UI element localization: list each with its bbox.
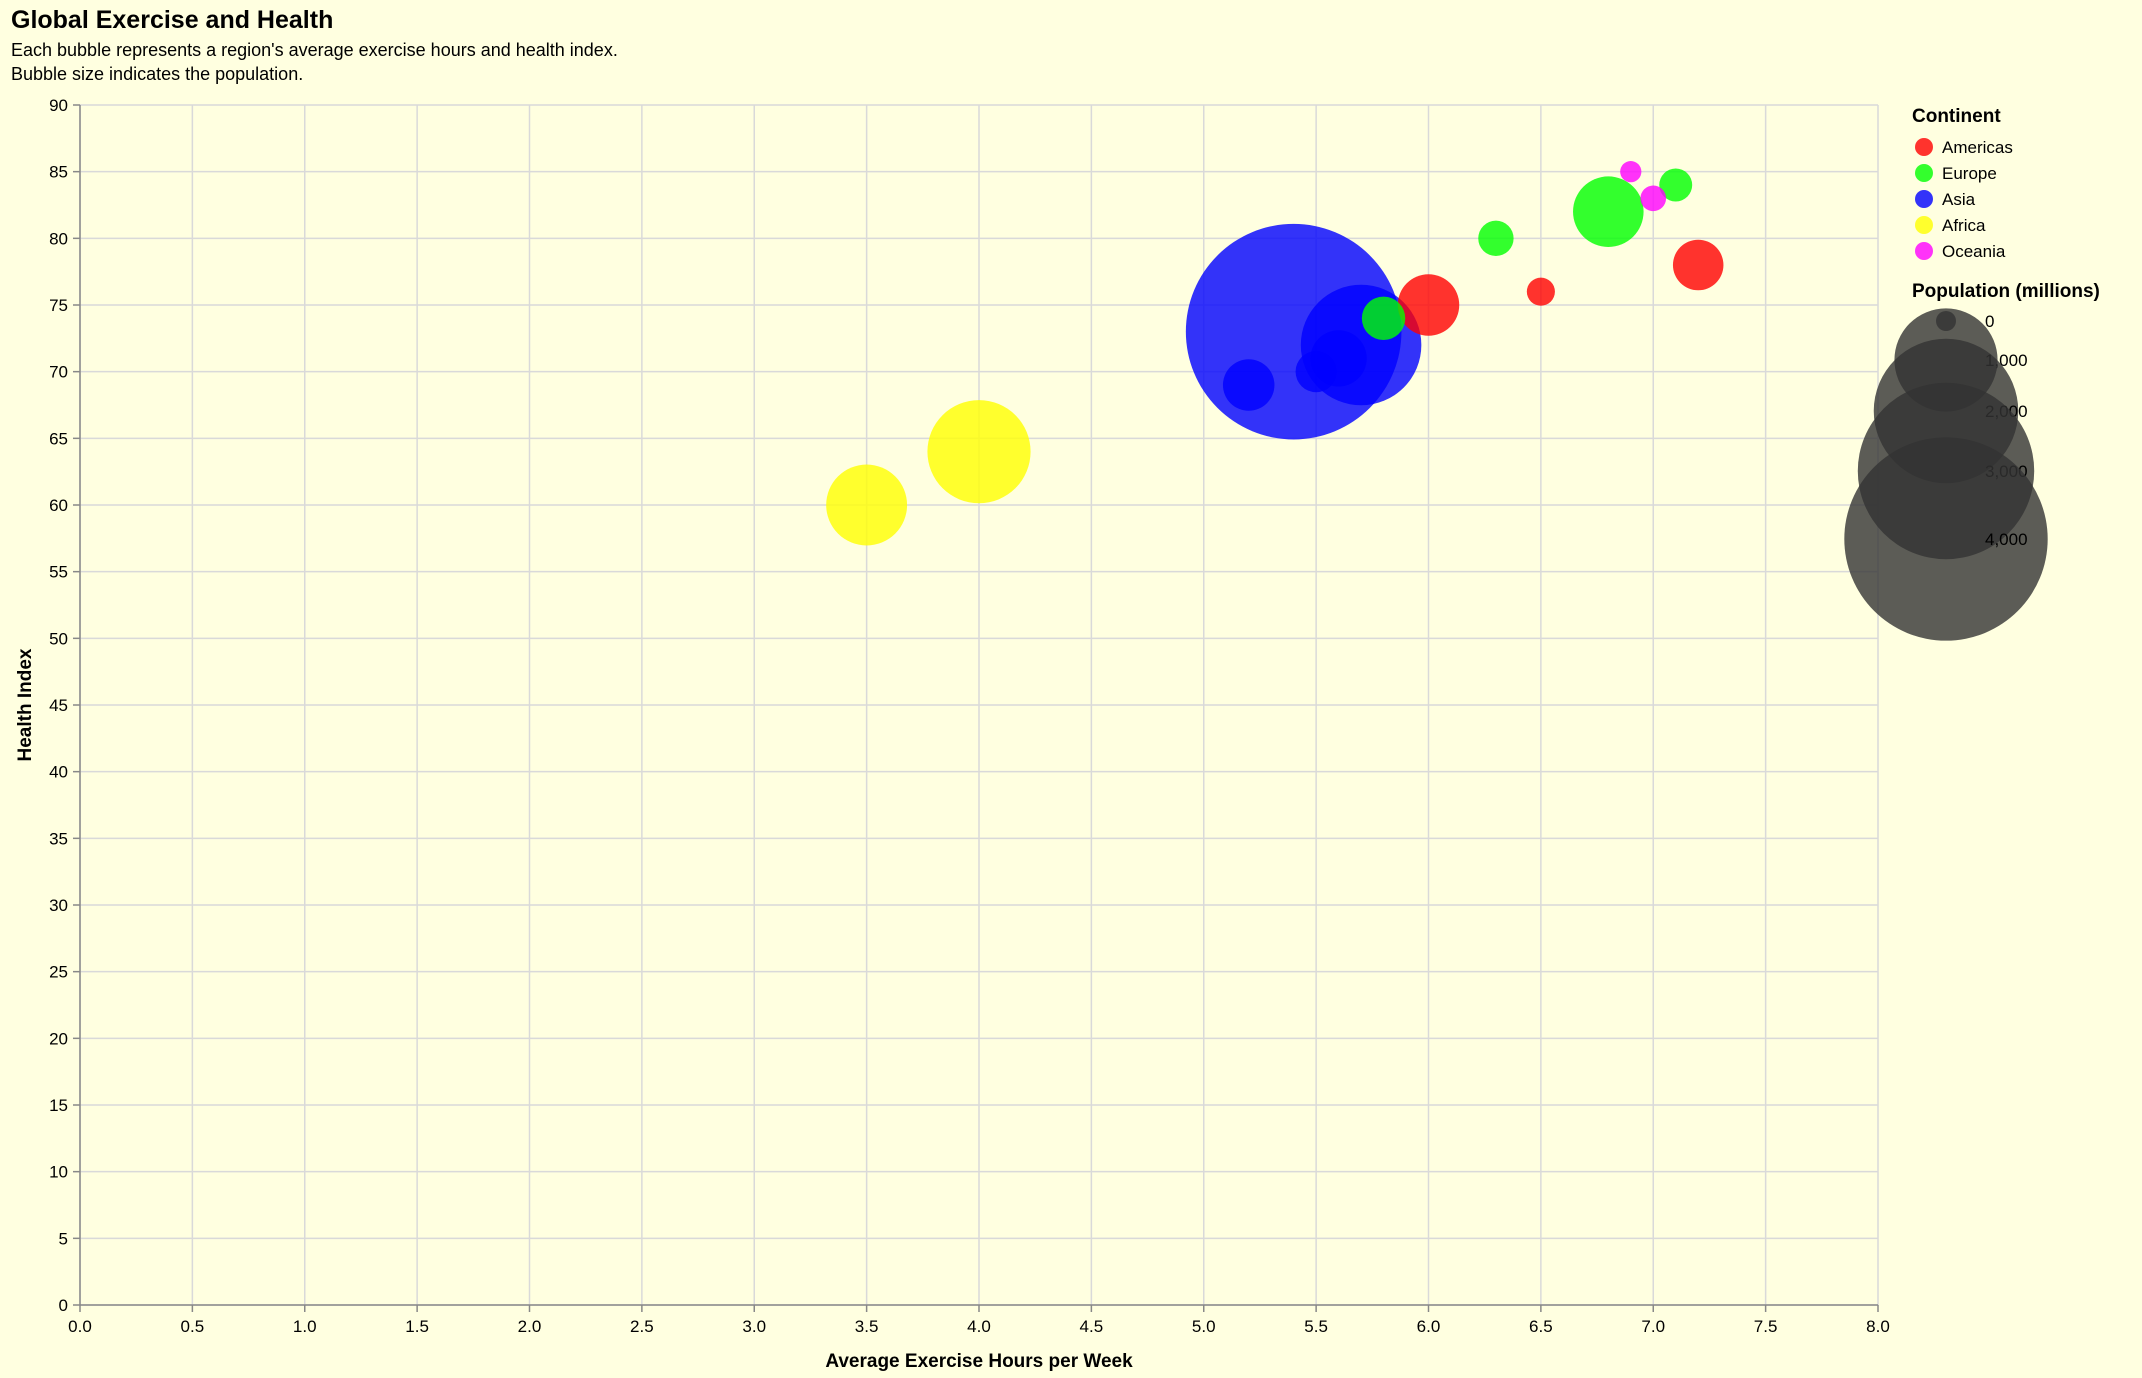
bubble-americas <box>1526 277 1555 306</box>
color-legend-title: Continent <box>1912 106 2001 127</box>
legend-label-oceania: Oceania <box>1942 242 2006 261</box>
bubble-europe <box>1573 176 1644 247</box>
y-tick-label: 50 <box>49 629 68 648</box>
x-tick-label: 8.0 <box>1866 1317 1890 1336</box>
y-tick-label: 80 <box>49 229 68 248</box>
legend-label-africa: Africa <box>1942 216 1986 235</box>
x-tick-label: 0.0 <box>68 1317 92 1336</box>
legend-swatch-oceania <box>1915 242 1933 260</box>
x-tick-label: 6.5 <box>1529 1317 1553 1336</box>
y-tick-label: 40 <box>49 763 68 782</box>
bubble-americas <box>1397 274 1460 336</box>
size-legend-label: 0 <box>1985 312 1994 331</box>
bubble-series <box>826 161 1724 546</box>
x-tick-label: 3.5 <box>855 1317 879 1336</box>
x-tick-label: 4.5 <box>1080 1317 1104 1336</box>
legend-label-europe: Europe <box>1942 164 1997 183</box>
bubble-europe <box>1361 296 1406 341</box>
x-tick-label: 2.5 <box>630 1317 654 1336</box>
x-tick-label: 2.0 <box>518 1317 542 1336</box>
x-tick-label: 4.0 <box>967 1317 991 1336</box>
bubble-asia <box>1295 351 1337 393</box>
y-tick-label: 0 <box>59 1296 68 1315</box>
y-tick-label: 30 <box>49 896 68 915</box>
chart-subtitle-line-1: Each bubble represents a region's averag… <box>11 40 618 60</box>
x-tick-label: 0.5 <box>181 1317 205 1336</box>
y-tick-label: 85 <box>49 163 68 182</box>
y-axis-title: Health Index <box>15 648 36 761</box>
size-legend-title: Population (millions) <box>1912 281 2100 302</box>
y-tick-label: 5 <box>59 1229 68 1248</box>
y-tick-label: 75 <box>49 296 68 315</box>
legend: Continent Americas Europe Asia Africa Oceania… <box>1844 106 2100 641</box>
legend-swatch-americas <box>1915 138 1933 156</box>
y-tick-label: 55 <box>49 563 68 582</box>
y-tick-label: 10 <box>49 1163 68 1182</box>
bubble-oceania <box>1620 161 1642 183</box>
bubble-europe <box>1659 168 1693 202</box>
bubble-europe <box>1478 220 1514 257</box>
legend-swatch-africa <box>1915 216 1933 234</box>
bubble-africa <box>826 464 908 546</box>
x-tick-label: 5.0 <box>1192 1317 1216 1336</box>
bubble-africa <box>927 400 1031 504</box>
y-tick-label: 15 <box>49 1096 68 1115</box>
size-legend-label: 4,000 <box>1985 530 2028 549</box>
legend-label-americas: Americas <box>1942 138 2013 157</box>
y-tick-label: 70 <box>49 363 68 382</box>
x-tick-label: 1.0 <box>293 1317 317 1336</box>
y-tick-label: 25 <box>49 963 68 982</box>
y-tick-label: 90 <box>49 96 68 115</box>
chart-subtitle-line-2: Bubble size indicates the population. <box>11 64 304 84</box>
y-tick-label: 45 <box>49 696 68 715</box>
legend-label-asia: Asia <box>1942 190 1976 209</box>
bubble-oceania <box>1640 185 1667 212</box>
axes: 0.0 0.5 1.0 1.5 2.0 2.5 3.0 3.5 4.0 4.5 5.0 5.5 6.0 6… <box>15 96 1890 1372</box>
legend-swatch-europe <box>1915 164 1933 182</box>
x-tick-label: 7.5 <box>1754 1317 1778 1336</box>
y-tick-label: 65 <box>49 429 68 448</box>
bubble-asia <box>1222 359 1275 411</box>
y-tick-label: 35 <box>49 829 68 848</box>
x-tick-label: 1.5 <box>405 1317 429 1336</box>
x-tick-label: 3.0 <box>742 1317 766 1336</box>
x-tick-label: 7.0 <box>1641 1317 1665 1336</box>
bubble-americas <box>1672 239 1724 291</box>
grid <box>79 104 1879 1306</box>
size-legend-bubble <box>1844 437 2048 641</box>
legend-swatch-asia <box>1915 190 1933 208</box>
y-tick-label: 20 <box>49 1029 68 1048</box>
x-axis-title: Average Exercise Hours per Week <box>825 1351 1133 1372</box>
y-tick-label: 60 <box>49 496 68 515</box>
chart-title: Global Exercise and Health <box>11 6 334 34</box>
x-tick-label: 6.0 <box>1417 1317 1441 1336</box>
x-tick-label: 5.5 <box>1304 1317 1328 1336</box>
